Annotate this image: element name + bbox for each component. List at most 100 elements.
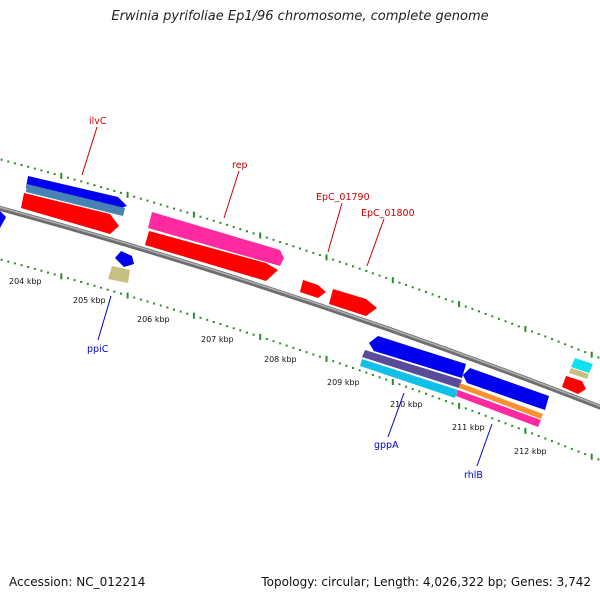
minor-tick-dot bbox=[484, 312, 487, 315]
gene-left-edge-blue bbox=[0, 211, 6, 228]
minor-tick-dot bbox=[33, 167, 36, 170]
minor-tick-dot bbox=[179, 209, 182, 212]
minor-tick-dot bbox=[53, 273, 56, 276]
minor-tick-dot bbox=[106, 288, 109, 291]
scale-label-205kbp: 205 kbp bbox=[73, 296, 106, 305]
minor-tick-dot bbox=[484, 414, 487, 417]
minor-tick-dot bbox=[345, 263, 348, 266]
minor-tick-dot bbox=[338, 362, 341, 365]
minor-tick-dot bbox=[27, 165, 30, 168]
leader-EpC_01800 bbox=[366, 218, 385, 267]
minor-tick-dot bbox=[179, 310, 182, 313]
minor-tick-dot bbox=[219, 323, 222, 326]
major-tick-mark bbox=[524, 427, 527, 434]
minor-tick-dot bbox=[265, 236, 268, 239]
gene-right-edge-cyan bbox=[571, 358, 593, 373]
minor-tick-dot bbox=[239, 329, 242, 332]
minor-tick-dot bbox=[411, 286, 414, 289]
minor-tick-dot bbox=[551, 338, 553, 341]
minor-tick-dot bbox=[20, 264, 23, 267]
minor-tick-dot bbox=[206, 217, 209, 220]
minor-tick-dot bbox=[531, 432, 534, 435]
minor-tick-dot bbox=[332, 258, 335, 261]
minor-tick-dot bbox=[385, 276, 388, 279]
minor-tick-dot bbox=[411, 388, 414, 391]
minor-tick-dot bbox=[378, 274, 381, 277]
minor-tick-dot bbox=[358, 369, 361, 372]
minor-tick-dot bbox=[53, 173, 56, 176]
minor-tick-dot bbox=[431, 395, 434, 398]
minor-tick-dot bbox=[318, 254, 321, 257]
inner-tick-track bbox=[0, 258, 600, 461]
scale-label-206kbp: 206 kbp bbox=[137, 315, 170, 324]
minor-tick-dot bbox=[385, 378, 388, 381]
gene-ppiC bbox=[108, 266, 130, 283]
leader-gppA bbox=[387, 392, 405, 438]
minor-tick-dot bbox=[199, 316, 202, 319]
minor-tick-dot bbox=[504, 320, 507, 323]
major-tick-mark bbox=[391, 277, 394, 284]
minor-tick-dot bbox=[20, 164, 23, 166]
minor-tick-dot bbox=[345, 364, 348, 367]
gene-ilvC-outer bbox=[26, 176, 127, 209]
minor-tick-dot bbox=[464, 407, 467, 410]
minor-tick-dot bbox=[511, 424, 514, 427]
minor-tick-dot bbox=[186, 312, 189, 315]
minor-tick-dot bbox=[312, 353, 315, 356]
major-tick-mark bbox=[458, 301, 461, 308]
minor-tick-dot bbox=[153, 201, 156, 204]
minor-tick-dot bbox=[292, 346, 295, 349]
minor-tick-dot bbox=[570, 447, 573, 450]
minor-tick-dot bbox=[438, 295, 441, 298]
major-tick-mark bbox=[458, 402, 461, 409]
gene-rhlB-orange bbox=[459, 383, 543, 419]
minor-tick-dot bbox=[597, 356, 600, 359]
minor-tick-dot bbox=[425, 291, 427, 293]
minor-tick-dot bbox=[471, 307, 474, 310]
minor-tick-dot bbox=[444, 400, 447, 403]
gene-label-EpC_01800: EpC_01800 bbox=[361, 208, 415, 219]
minor-tick-dot bbox=[159, 304, 162, 307]
minor-tick-dot bbox=[464, 305, 467, 308]
minor-tick-dot bbox=[199, 215, 202, 218]
gene-label-rep: rep bbox=[232, 160, 248, 171]
gene-rhlB-pink bbox=[456, 390, 541, 427]
minor-tick-dot bbox=[531, 330, 534, 333]
minor-tick-dot bbox=[305, 351, 308, 354]
major-tick-mark bbox=[60, 172, 63, 179]
minor-tick-dot bbox=[418, 390, 421, 393]
minor-tick-dot bbox=[173, 207, 175, 210]
minor-tick-dot bbox=[365, 270, 368, 272]
minor-tick-dot bbox=[73, 178, 76, 181]
minor-tick-dot bbox=[146, 300, 149, 303]
minor-tick-dot bbox=[226, 325, 229, 328]
minor-tick-dot bbox=[292, 245, 295, 248]
minor-tick-dot bbox=[438, 397, 441, 400]
minor-tick-dot bbox=[133, 296, 136, 299]
leader-ilvC bbox=[81, 126, 98, 176]
minor-tick-dot bbox=[212, 321, 215, 323]
major-tick-mark bbox=[192, 211, 195, 218]
gene-gppA-blue bbox=[369, 336, 466, 378]
minor-tick-dot bbox=[40, 169, 43, 172]
minor-tick-dot bbox=[272, 340, 275, 343]
major-tick-mark bbox=[126, 292, 129, 299]
minor-tick-dot bbox=[299, 349, 301, 351]
minor-tick-dot bbox=[398, 281, 401, 284]
minor-tick-dot bbox=[497, 419, 500, 422]
minor-tick-dot bbox=[139, 298, 142, 301]
minor-tick-dot bbox=[352, 265, 354, 268]
minor-tick-dot bbox=[431, 293, 434, 296]
minor-tick-dot bbox=[279, 241, 282, 243]
minor-tick-dot bbox=[451, 402, 454, 405]
minor-tick-dot bbox=[86, 282, 89, 285]
minor-tick-dot bbox=[159, 203, 162, 206]
minor-tick-dot bbox=[378, 376, 381, 379]
minor-tick-dot bbox=[133, 195, 136, 198]
minor-tick-dot bbox=[120, 292, 122, 295]
minor-tick-dot bbox=[517, 325, 520, 328]
minor-tick-dot bbox=[120, 191, 122, 194]
minor-tick-dot bbox=[557, 340, 560, 343]
major-tick-mark bbox=[590, 351, 593, 358]
gene-label-EpC_01790: EpC_01790 bbox=[316, 192, 370, 203]
